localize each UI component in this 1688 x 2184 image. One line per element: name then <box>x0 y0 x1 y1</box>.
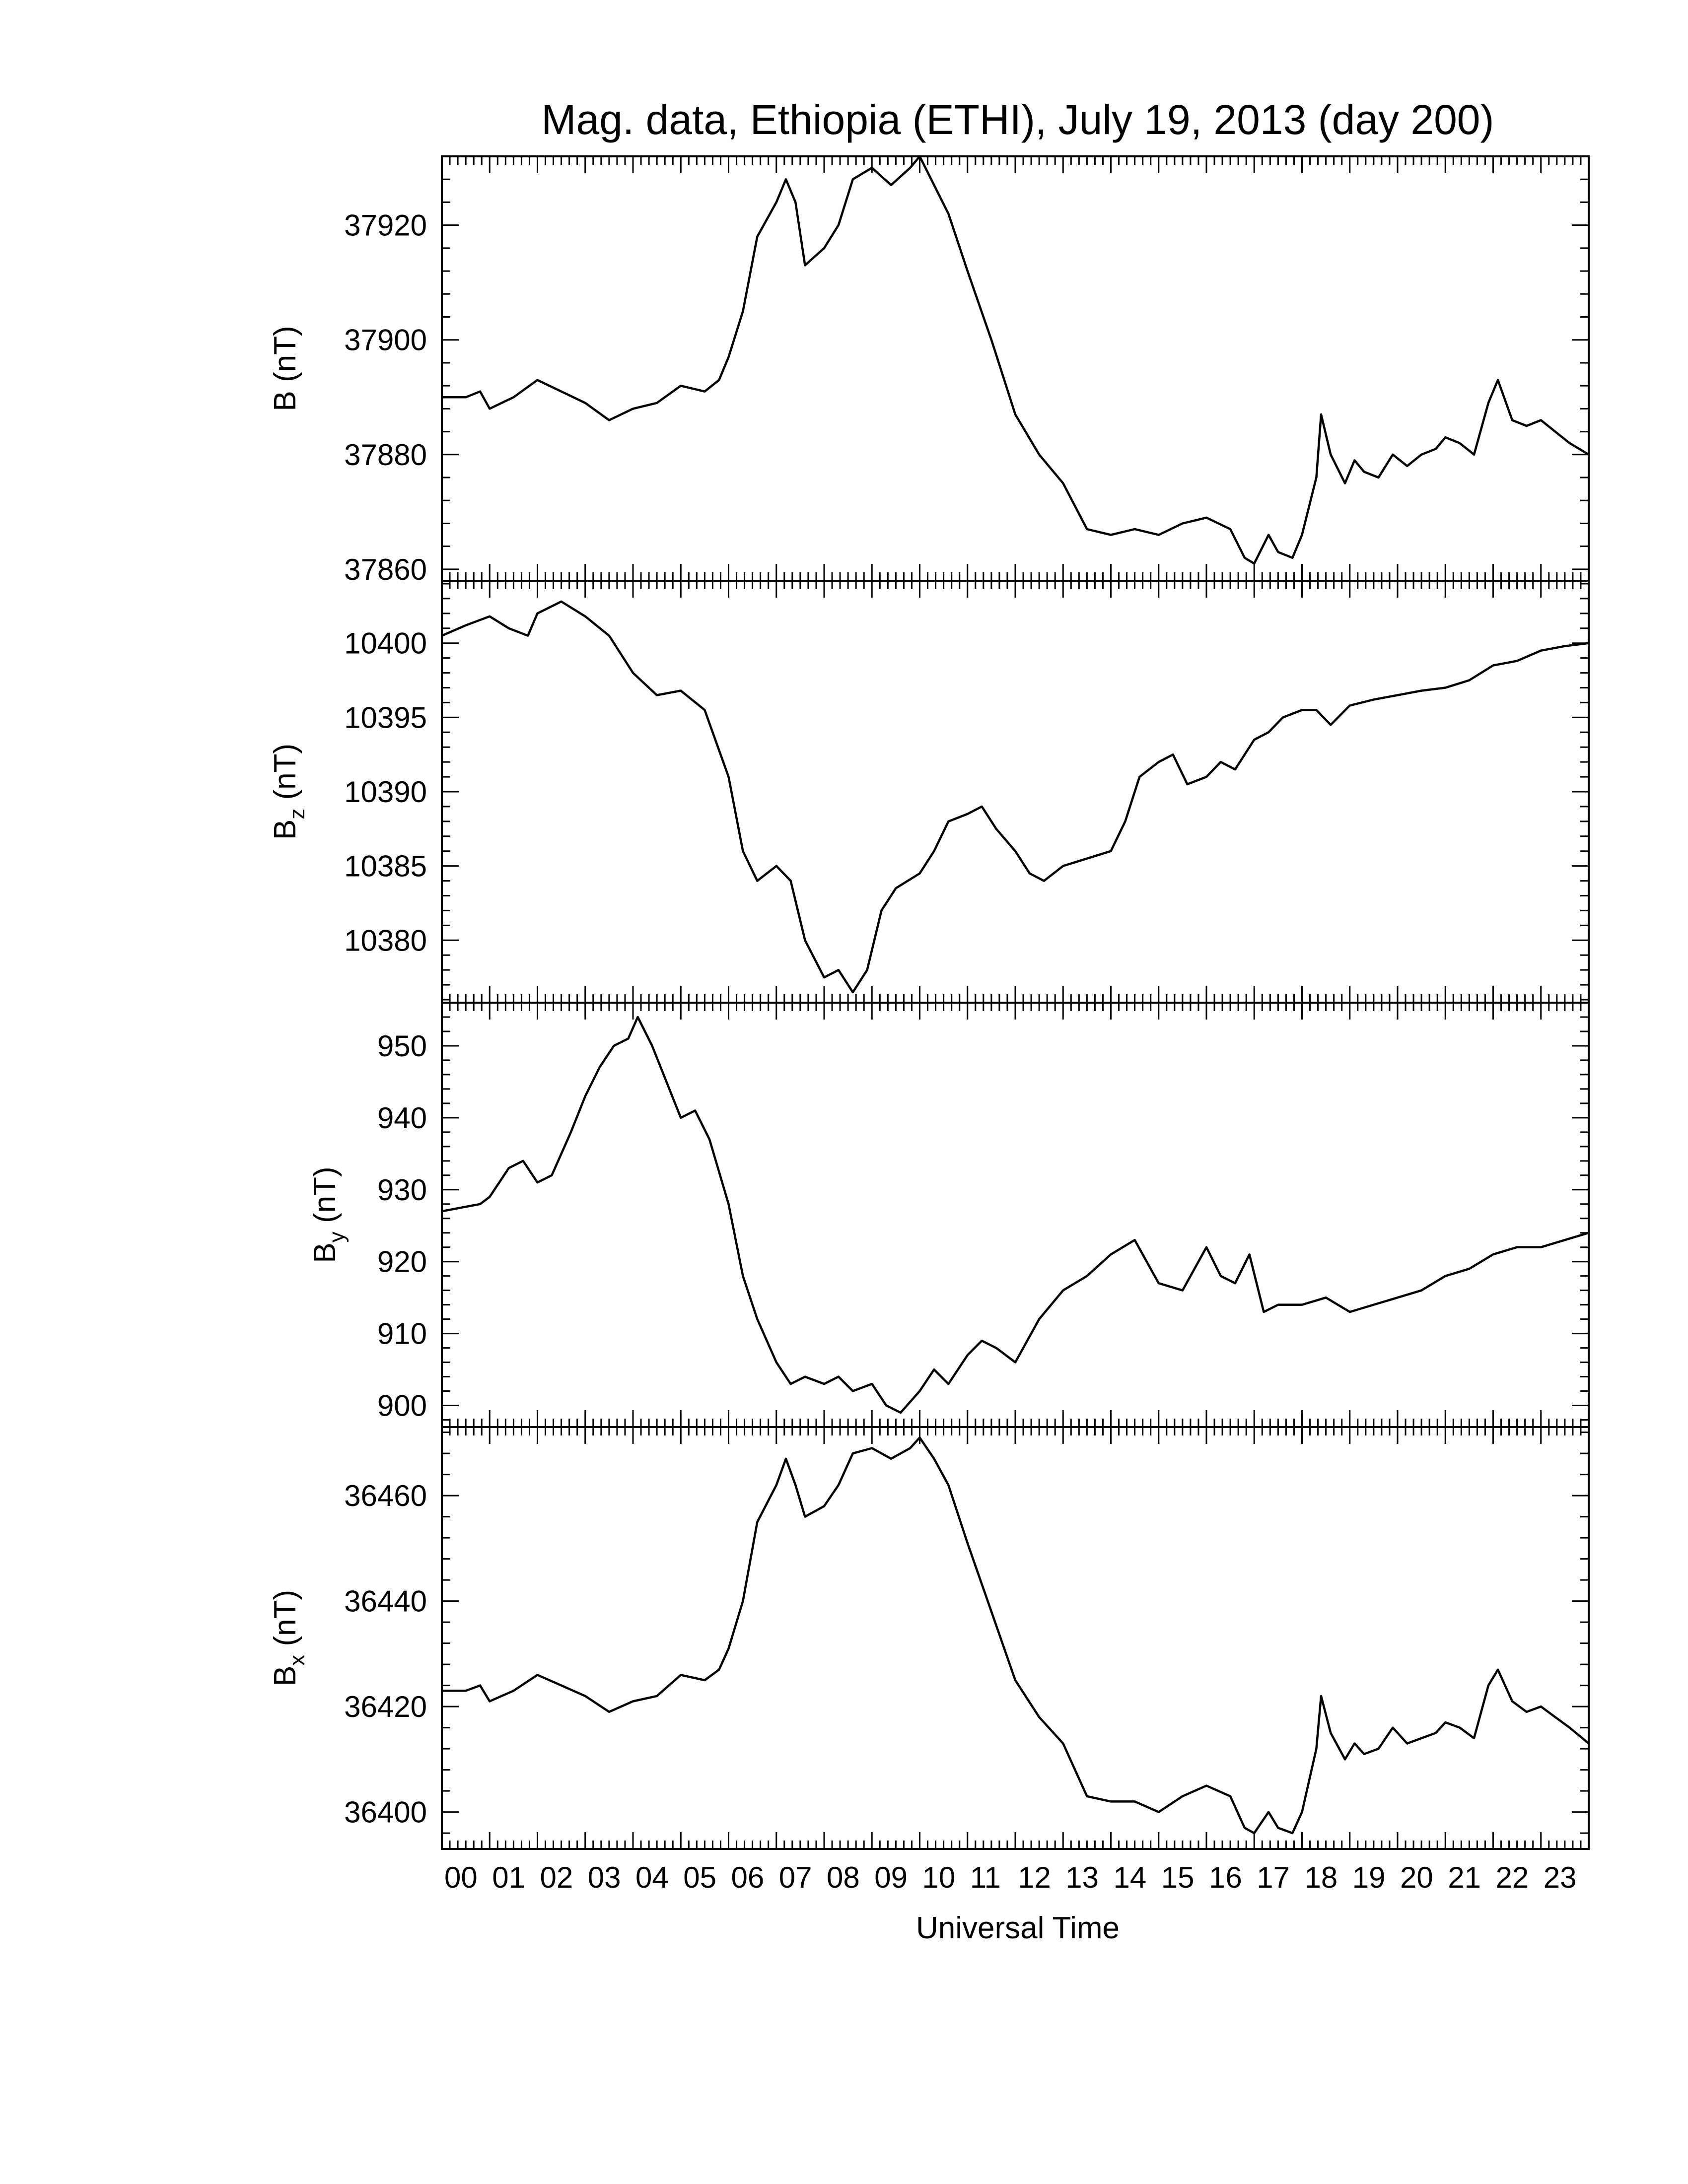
series-line <box>441 1016 1589 1414</box>
x-tick-label: 12 <box>1018 1861 1051 1894</box>
y-tick-label: 36420 <box>344 1690 427 1723</box>
y-tick-label: 36460 <box>344 1479 427 1512</box>
x-tick-label: 21 <box>1448 1861 1481 1894</box>
x-tick-label: 22 <box>1496 1861 1529 1894</box>
x-tick-label: 15 <box>1161 1861 1195 1894</box>
x-tick-label: 05 <box>683 1861 716 1894</box>
y-tick-label: 10380 <box>344 924 427 957</box>
y-axis-label-unit: (nT) <box>268 326 302 391</box>
y-tick-label: 37900 <box>344 324 427 357</box>
y-tick-label: 10400 <box>344 627 427 660</box>
panel-frame <box>441 1426 1590 1850</box>
x-axis-label: Universal Time <box>916 1911 1120 1945</box>
series-line <box>441 600 1589 994</box>
x-tick-label: 04 <box>635 1861 669 1894</box>
y-axis-label: Bx (nT) <box>268 1590 309 1686</box>
chart-title: Mag. data, Ethiopia (ETHI), July 19, 201… <box>542 96 1494 143</box>
x-tick-label: 06 <box>731 1861 765 1894</box>
series-line <box>442 1436 1590 1835</box>
x-tick-label: 11 <box>970 1861 1001 1894</box>
y-tick-label: 910 <box>377 1317 427 1351</box>
x-tick-label: 16 <box>1209 1861 1242 1894</box>
panel-frame <box>441 155 1590 582</box>
y-tick-label: 10395 <box>344 701 427 734</box>
y-axis-label-main: B <box>268 391 302 411</box>
y-axis-label-main: B <box>268 819 302 840</box>
y-axis-label: By (nT) <box>308 1166 349 1263</box>
x-tick-label: 01 <box>492 1861 525 1894</box>
panel-4: 36400 36420 36440 36460 Bx (nT) <box>268 1426 1590 1850</box>
x-tick-label: 08 <box>827 1861 860 1894</box>
y-axis-label-unit: (nT) <box>268 744 302 809</box>
x-tick-label: 14 <box>1114 1861 1147 1894</box>
y-tick-label: 10385 <box>344 850 427 883</box>
x-tick-label: 17 <box>1257 1861 1290 1894</box>
x-tick-label: 23 <box>1544 1861 1577 1894</box>
y-axis-label: B (nT) <box>268 326 302 411</box>
x-tick-label: 18 <box>1305 1861 1338 1894</box>
x-tick-label: 07 <box>779 1861 812 1894</box>
y-tick-label: 37860 <box>344 553 427 586</box>
y-tick-label: 900 <box>377 1389 427 1423</box>
y-tick-label: 940 <box>377 1101 427 1135</box>
y-tick-label: 920 <box>377 1245 427 1279</box>
y-tick-label: 36400 <box>344 1796 427 1829</box>
panel-1: 37860 37880 37900 37920 B (nT) <box>268 155 1590 586</box>
y-tick-label: 930 <box>377 1173 427 1207</box>
y-tick-label: 37920 <box>344 209 427 242</box>
x-tick-label: 09 <box>874 1861 908 1894</box>
y-tick-label: 37880 <box>344 438 427 472</box>
y-tick-label: 36440 <box>344 1585 427 1618</box>
series-line <box>442 155 1590 565</box>
x-tick-label: 13 <box>1065 1861 1099 1894</box>
x-tick-label: 10 <box>922 1861 956 1894</box>
panels-group: 37860 37880 37900 37920 B (nT) 10380 10385 1039… <box>268 155 1590 1894</box>
x-tick-label: 03 <box>588 1861 621 1894</box>
y-axis-label-unit: (nT) <box>268 1590 302 1655</box>
panel-3: 900 910 920 930 940 950 By (nT) <box>308 1002 1590 1428</box>
x-tick-label: 00 <box>444 1861 478 1894</box>
y-axis-label-subscript: y <box>325 1231 349 1242</box>
panel-2: 10380 10385 10390 10395 10400 Bz (nT) <box>268 580 1590 1004</box>
x-tick-label: 19 <box>1352 1861 1386 1894</box>
y-axis-label-subscript: z <box>285 809 309 819</box>
x-tick-label: 20 <box>1400 1861 1433 1894</box>
y-axis-label-main: B <box>308 1242 342 1263</box>
y-axis-label-main: B <box>268 1666 302 1686</box>
x-tick-label: 02 <box>540 1861 573 1894</box>
y-axis-label-unit: (nT) <box>308 1166 342 1231</box>
y-axis-label: Bz (nT) <box>268 744 309 840</box>
y-tick-label: 10390 <box>344 775 427 809</box>
y-axis-label-subscript: x <box>285 1655 309 1666</box>
y-tick-label: 950 <box>377 1029 427 1063</box>
